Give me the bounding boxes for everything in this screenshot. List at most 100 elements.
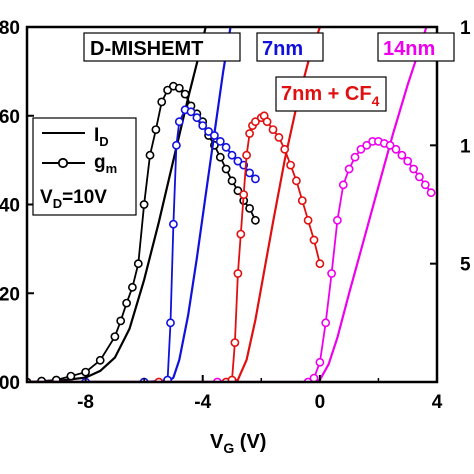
7nm-gm-point — [215, 136, 225, 146]
14nm-gm-point — [397, 150, 407, 160]
14nm-gm-point — [321, 318, 331, 328]
y-right-tick-label: 1 — [460, 136, 471, 157]
plot-area — [27, 27, 436, 382]
nm14-label: 14nm — [383, 38, 435, 60]
cf4-label-box — [275, 76, 387, 112]
y-left-tick-label: 20 — [0, 284, 20, 305]
legend: ID gm VD=10V — [32, 117, 137, 216]
cf4-label: 7nm + CF4 — [281, 83, 380, 109]
14nm-gm-point — [315, 357, 325, 367]
nm7-label: 7nm — [262, 38, 303, 60]
legend-vd-label: VD=10V — [40, 187, 107, 211]
d-mishemt-gm-point — [116, 316, 126, 326]
7nm-gm-point — [233, 156, 243, 166]
d-mishemt-gm-point — [221, 164, 231, 174]
7nm-cf4-gm-point — [280, 144, 290, 154]
x-tick-label: -4 — [194, 392, 211, 413]
7nm-gm-point — [192, 113, 202, 123]
14nm-gm-point — [356, 144, 366, 154]
7nm-cf4-gm-point — [303, 215, 313, 225]
14nm-gm-point — [426, 188, 436, 198]
right-y-axis-ticks: 1 1 5 — [430, 18, 471, 383]
7nm-gm-point — [186, 107, 196, 117]
14nm-gm-point — [385, 140, 395, 150]
d-mishemt-gm-point — [139, 200, 149, 209]
legend-box — [32, 117, 137, 216]
y-left-tick-label: 40 — [0, 196, 20, 217]
d-mishemt-gm-point — [250, 215, 260, 225]
7nm-gm-point — [168, 219, 178, 229]
x-tick-label: -8 — [77, 392, 94, 413]
d-mishemt-gm-point — [180, 89, 190, 99]
y-right-tick-label: 1 — [460, 18, 471, 39]
7nm-cf4-gm-point — [274, 132, 284, 142]
14nm-gm-point — [420, 180, 430, 190]
7nm-cf4-gm-point — [230, 338, 240, 347]
d-mishemt-gm-point — [151, 125, 161, 135]
7nm-cf4-gm-point — [315, 259, 325, 269]
7nm-cf4-gm-point — [233, 269, 243, 278]
7nm-cf4-gm-point — [291, 176, 301, 186]
14nm-gm-point — [332, 215, 342, 225]
d-mishemt-id-line — [27, 27, 207, 382]
d-mishemt-gm-point — [81, 367, 90, 377]
y-right-tick-label: 5 — [460, 255, 471, 276]
d-mishemt-gm-point — [227, 176, 237, 186]
d-mishemt-gm-point — [233, 186, 243, 196]
x-axis-label: VG (V) — [210, 431, 266, 456]
14nm-gm-point — [327, 269, 336, 278]
y-left-tick-label: 00 — [0, 373, 20, 394]
d-mishemt-gm-point — [174, 83, 184, 93]
d-mishemt-gm-point — [163, 85, 172, 95]
d-mishemt-gm-point — [95, 355, 105, 365]
7nm-cf4-gm-point — [239, 190, 249, 199]
14nm-gm-point — [414, 172, 424, 182]
d-mishemt-gm-point — [51, 375, 61, 382]
7nm-cf4-gm-point — [236, 229, 246, 239]
7nm-cf4-gm-point — [262, 117, 272, 127]
d-mishemt-gm-point — [133, 259, 143, 269]
d-mishemt-gm-point — [215, 152, 225, 162]
7nm-gm-point — [209, 131, 219, 140]
14nm-gm-point — [350, 152, 360, 162]
7nm-gm-point — [166, 318, 175, 328]
7nm-gm-point — [245, 168, 254, 178]
7nm-gm-point — [174, 117, 184, 127]
x-tick-label: 0 — [315, 392, 326, 413]
7nm-gm-point — [250, 174, 260, 184]
7nm-cf4-gm-point — [250, 117, 260, 127]
legend-id-label: ID — [94, 125, 109, 149]
d-mishemt-gm-point — [110, 332, 120, 341]
7nm-gm-point — [171, 140, 181, 150]
14nm-gm-point — [403, 156, 413, 166]
left-y-axis-ticks: 00 20 40 60 80 — [0, 18, 34, 394]
14nm-gm-point — [391, 144, 401, 154]
7nm-cf4-gm-point — [286, 160, 295, 170]
7nm-gm-point — [163, 375, 172, 382]
series-annotations: D-MISHEMT 7nm 14nm 7nm + CF4 — [83, 32, 455, 112]
7nm-cf4-gm-point — [245, 129, 254, 138]
7nm-gm-point — [221, 142, 231, 152]
14nm-gm-point — [362, 140, 372, 150]
d-mishemt-gm-point — [122, 298, 131, 308]
7nm-cf4-gm-point — [268, 125, 278, 135]
legend-gm-label: gm — [94, 152, 117, 176]
nm7-label-box — [256, 32, 324, 62]
7nm-cf4-gm-point — [227, 375, 237, 382]
14nm-gm-point — [409, 164, 418, 174]
nm14-label-box — [377, 32, 455, 62]
dmishemt-label: D-MISHEMT — [90, 38, 203, 60]
7nm-gm-point — [227, 150, 237, 160]
d-mishemt-gm-point — [145, 150, 155, 160]
d-mishemt-gm-point — [245, 203, 254, 213]
14nm-gm-point — [309, 373, 319, 382]
d-mishemt-gm-point — [157, 97, 167, 107]
dmishemt-label-box — [83, 32, 241, 62]
x-axis-ticks: -8 -4 0 4 — [77, 375, 443, 413]
7nm-cf4-gm-point — [242, 150, 251, 160]
y-left-tick-label: 80 — [0, 18, 20, 39]
7nm-cf4-gm-point — [297, 196, 307, 205]
7nm-gm-point — [204, 127, 213, 136]
7nm-gm-point — [198, 121, 208, 130]
